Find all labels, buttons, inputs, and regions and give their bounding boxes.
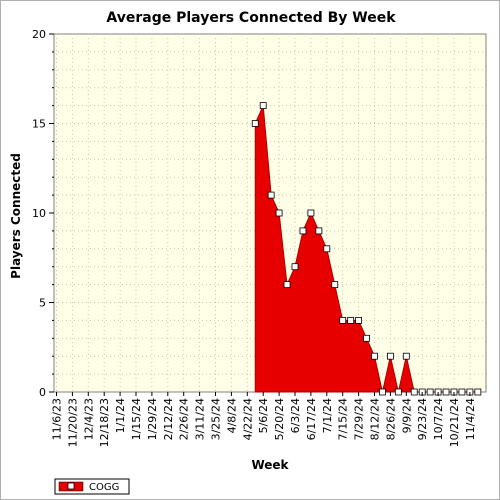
x-tick-label: 1/15/24 [130, 398, 143, 440]
data-point [386, 352, 394, 360]
y-tick-label: 15 [32, 118, 46, 131]
y-axis-ticks: 0 5 10 15 20 [32, 28, 54, 399]
data-point [458, 388, 466, 396]
x-tick-label: 5/20/24 [273, 398, 286, 440]
data-point [363, 334, 370, 342]
data-point [442, 388, 450, 396]
data-point [410, 388, 418, 396]
legend-label: COGG [89, 482, 119, 493]
y-tick-label: 0 [39, 386, 46, 399]
x-tick-label: 11/6/23 [51, 398, 64, 440]
data-point [315, 227, 323, 235]
x-tick-label: 6/3/24 [289, 398, 302, 433]
data-point [299, 227, 307, 235]
y-tick-label: 20 [32, 28, 46, 41]
data-point [275, 209, 283, 217]
x-tick-label: 12/18/23 [98, 398, 111, 447]
data-point [474, 388, 482, 396]
data-point [339, 316, 347, 324]
x-tick-label: 2/26/24 [178, 398, 191, 440]
x-tick-label: 10/7/24 [432, 398, 445, 440]
y-axis-title: Players Connected [9, 153, 23, 279]
data-point [371, 352, 378, 360]
y-tick-label: 10 [32, 207, 46, 220]
x-tick-label: 7/1/24 [321, 398, 334, 433]
x-tick-label: 3/25/24 [210, 398, 223, 440]
x-axis-title: Week [251, 458, 289, 472]
x-axis-ticks: 11/6/23 11/20/23 12/4/23 12/18/23 1/1/24 1/15… [51, 392, 477, 447]
data-point [283, 281, 291, 289]
x-tick-label: 4/22/24 [241, 398, 254, 440]
x-tick-label: 4/8/24 [225, 398, 238, 433]
x-tick-label: 12/4/23 [82, 398, 95, 440]
x-tick-label: 11/20/23 [66, 398, 79, 447]
data-point [355, 316, 363, 324]
x-tick-label: 5/6/24 [257, 398, 270, 433]
data-point [394, 388, 402, 396]
y-tick-label: 5 [39, 297, 46, 310]
x-tick-label: 7/15/24 [337, 398, 350, 440]
data-point [347, 316, 355, 324]
data-point [323, 245, 331, 253]
data-point [259, 102, 267, 109]
x-tick-label: 2/12/24 [162, 398, 175, 440]
x-tick-label: 9/9/24 [400, 398, 413, 433]
data-point [251, 120, 259, 127]
x-tick-label: 9/23/24 [416, 398, 429, 440]
data-point [331, 281, 339, 289]
x-tick-label: 1/29/24 [146, 398, 159, 440]
data-point [307, 209, 315, 217]
chart-title: Average Players Connected By Week [106, 10, 396, 26]
data-point [426, 388, 434, 396]
legend: COGG [54, 478, 130, 495]
x-tick-label: 7/29/24 [353, 398, 366, 440]
data-point [379, 388, 386, 396]
x-tick-label: 3/11/24 [194, 398, 207, 440]
data-point [291, 263, 299, 271]
x-tick-label: 8/12/24 [369, 398, 382, 440]
x-tick-label: 11/4/24 [464, 398, 477, 440]
x-tick-label: 6/17/24 [305, 398, 318, 440]
x-tick-label: 1/1/24 [114, 398, 127, 433]
data-point [402, 352, 410, 360]
x-tick-label: 8/26/24 [384, 398, 397, 440]
legend-marker-icon [67, 482, 75, 490]
x-tick-label: 10/21/24 [448, 398, 461, 447]
data-point [267, 191, 275, 199]
